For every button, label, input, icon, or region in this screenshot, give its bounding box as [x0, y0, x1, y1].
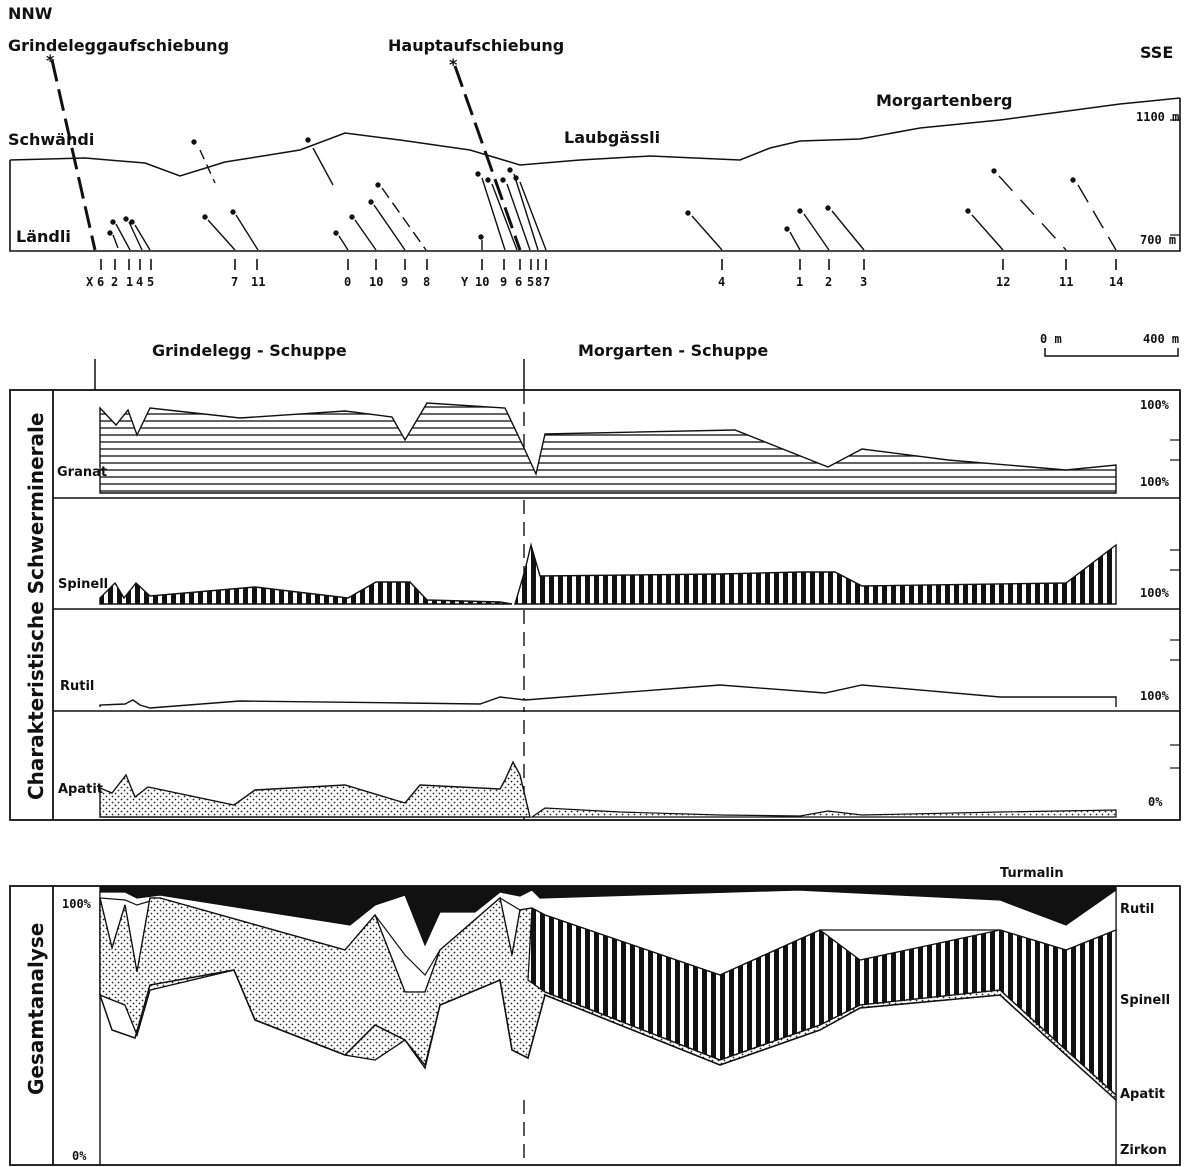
apatit-area-left	[99, 760, 531, 818]
rutil-line	[99, 684, 1117, 709]
sample-label: 1	[126, 275, 133, 289]
fault-star-2: *	[449, 55, 458, 74]
sample-label: 11	[1059, 275, 1073, 289]
sample-label: 0	[344, 275, 351, 289]
place-laubgaessli: Laubgässli	[564, 128, 660, 147]
fault-grindelegg-line	[50, 59, 97, 251]
profile-box	[9, 98, 1181, 252]
panel1-right-label: 100%	[1140, 586, 1170, 600]
sample-label: 10	[369, 275, 383, 289]
apatit-area-right	[530, 807, 1117, 818]
scale-right-label: 400 m	[1143, 332, 1179, 346]
mineral-label-rutil: Rutil	[60, 679, 94, 694]
spinell-area-right	[514, 542, 1117, 605]
place-schwaendi: Schwändi	[8, 130, 94, 149]
panel-characteristic-minerals: Charakteristische Schwerminerale Granat …	[9, 389, 1181, 821]
sample-label: Y	[461, 275, 469, 289]
panel2-y-top: 100%	[62, 897, 92, 911]
panel1-right-label: 100%	[1140, 475, 1170, 489]
apatit-dashed	[544, 989, 1117, 1096]
sample-label: 14	[1109, 275, 1123, 289]
sample-label: 9	[401, 275, 408, 289]
sample-label: 1	[796, 275, 803, 289]
fault-label-haupt: Hauptaufschiebung	[388, 36, 564, 55]
sample-label: 5	[527, 275, 534, 289]
legend-rutil: Rutil	[1120, 902, 1154, 917]
place-laendli: Ländli	[16, 227, 71, 246]
legend-zirkon: Zirkon	[1120, 1143, 1167, 1158]
mineral-label-spinell: Spinell	[58, 577, 108, 592]
sample-label: 2	[825, 275, 832, 289]
sample-label: 12	[996, 275, 1010, 289]
direction-sse: SSE	[1140, 43, 1173, 62]
spinell-area	[99, 581, 513, 605]
unit-morgarten: Morgarten - Schuppe	[578, 341, 768, 360]
sample-label: 7	[543, 275, 550, 289]
sample-label: 2	[111, 275, 118, 289]
fault-haupt-line	[453, 65, 522, 251]
panel1-side-title: Charakteristische Schwerminerale	[24, 413, 48, 800]
sample-label: 6	[515, 275, 522, 289]
topography-line	[9, 97, 1181, 177]
panel2-y-bottom: 0%	[72, 1149, 87, 1163]
mineral-label-apatit: Apatit	[58, 782, 103, 797]
panel1-right-label: 100%	[1140, 689, 1170, 703]
mineral-label-granat: Granat	[57, 465, 107, 480]
sample-label: 4	[718, 275, 725, 289]
sample-label: 6	[97, 275, 104, 289]
panel2-side-title: Gesamtanalyse	[24, 923, 48, 1095]
unit-grindelegg: Grindelegg - Schuppe	[152, 341, 347, 360]
elevation-700: 700 m	[1140, 233, 1176, 247]
fault-label-grindelegg: Grindeleggaufschiebung	[8, 36, 229, 55]
sample-label: 9	[500, 275, 507, 289]
sample-label: 3	[860, 275, 867, 289]
elevation-1100: 1100 m	[1136, 110, 1179, 124]
scale-left-label: 0 m	[1040, 332, 1062, 346]
zirkon-boundary	[99, 969, 1117, 1101]
sample-label: 4	[136, 275, 143, 289]
sample-ticks	[100, 259, 1117, 270]
place-morgartenberg: Morgartenberg	[876, 91, 1012, 110]
sample-label: 8	[535, 275, 542, 289]
sample-label: 8	[423, 275, 430, 289]
scale-bar: 0 m 400 m	[1040, 332, 1179, 357]
direction-nnw: NNW	[8, 4, 53, 23]
sample-label: 10	[475, 275, 489, 289]
sample-label: 5	[147, 275, 154, 289]
sample-label: 7	[231, 275, 238, 289]
sample-labels: X 6 2 1 4 5 7 11 0 10 9 8 Y 10 9 6 5 8 7…	[86, 275, 1123, 289]
panel-total-analysis: Turmalin Gesamtanalyse 100% 0% Rutil Spi…	[9, 866, 1181, 1166]
sample-label: 11	[251, 275, 265, 289]
dip-marks	[107, 137, 1117, 251]
legend-apatit: Apatit	[1120, 1087, 1165, 1102]
legend-spinell: Spinell	[1120, 993, 1170, 1008]
panel1-right-label: 0%	[1148, 795, 1163, 809]
turmalin-label: Turmalin	[1000, 866, 1064, 881]
cross-section-profile: NNW Grindeleggaufschiebung Hauptaufschie…	[8, 4, 1181, 289]
granat-area	[99, 402, 1117, 494]
apatit-band	[99, 896, 1117, 1102]
panel1-right-label: 100%	[1140, 398, 1170, 412]
fault-star-1: *	[46, 51, 55, 70]
sample-label: X	[86, 275, 94, 289]
